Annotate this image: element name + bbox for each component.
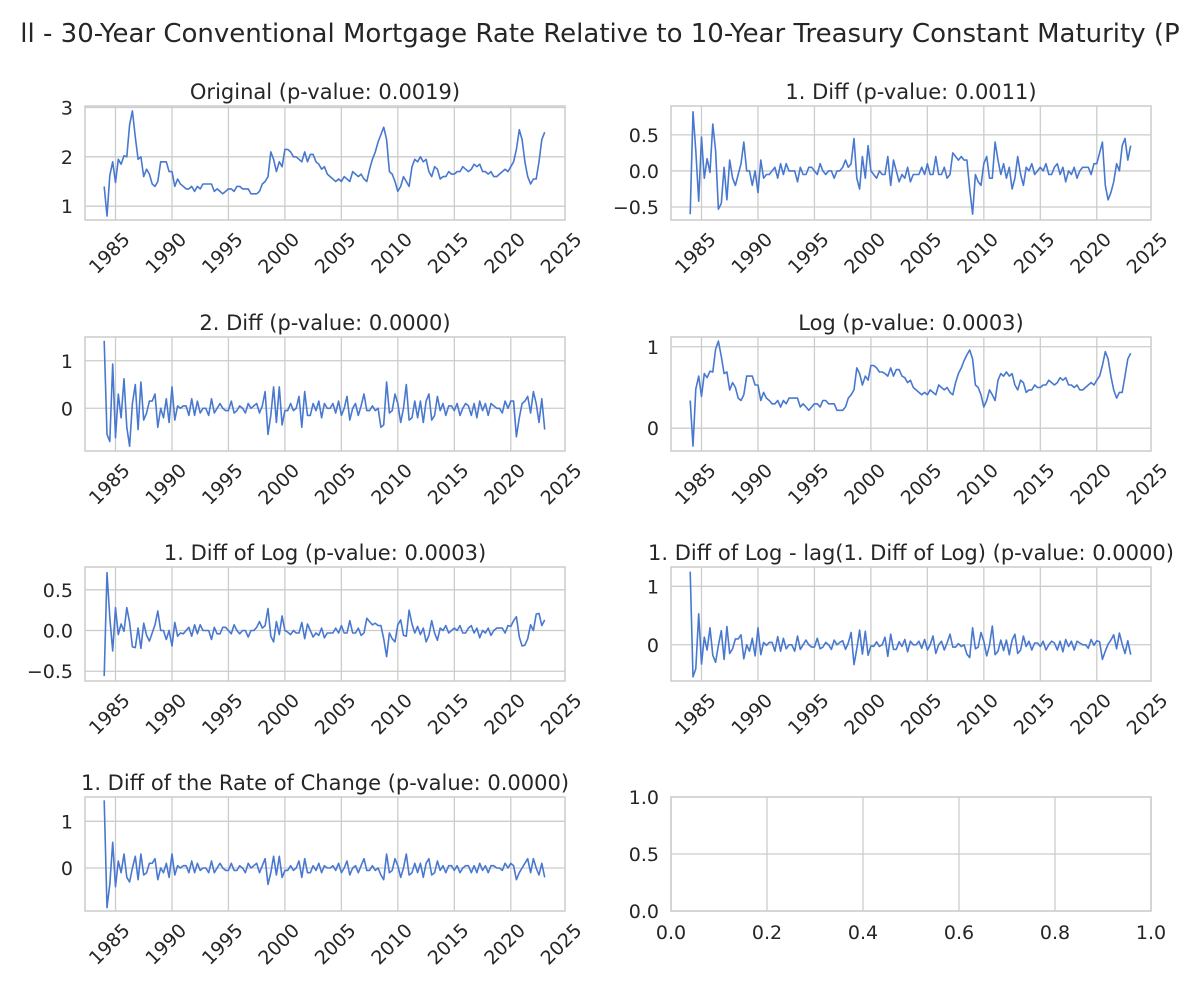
figure-suptitle: ll - 30-Year Conventional Mortgage Rate … bbox=[20, 19, 1179, 49]
y-tick-label: 1 bbox=[647, 337, 659, 359]
subplot-title: 1. Diff of Log - lag(1. Diff of Log) (p-… bbox=[648, 541, 1174, 565]
subplot-title: Log (p-value: 0.0003) bbox=[798, 311, 1024, 335]
axes-frame bbox=[670, 796, 1152, 912]
x-tick-label: 0.8 bbox=[1040, 922, 1070, 944]
series-line bbox=[103, 340, 546, 448]
axes-frame bbox=[84, 566, 566, 682]
subplot-title: 2. Diff (p-value: 0.0000) bbox=[199, 311, 450, 335]
x-tick-label: 0.0 bbox=[656, 922, 686, 944]
x-tick-label: 1.0 bbox=[1136, 922, 1166, 944]
axes-frame bbox=[84, 336, 566, 452]
subplot-title: 1. Diff (p-value: 0.0011) bbox=[785, 80, 1036, 104]
series-line bbox=[103, 110, 546, 217]
x-tick-label: 0.2 bbox=[752, 922, 782, 944]
y-tick-label: 0.0 bbox=[629, 161, 659, 183]
y-tick-label: 1.0 bbox=[629, 787, 659, 809]
y-tick-label: −0.5 bbox=[27, 661, 73, 683]
y-tick-label: 0 bbox=[647, 418, 659, 440]
y-tick-label: 0 bbox=[61, 858, 73, 880]
y-tick-label: 3 bbox=[61, 97, 73, 119]
y-tick-label: 1 bbox=[61, 811, 73, 833]
y-tick-label: 0.5 bbox=[629, 125, 659, 147]
subplot-empty: 0.0 0.5 1.0 0.0 0.2 0.4 0.6 0.8 1.0 bbox=[629, 787, 1166, 944]
y-tick-label: −0.5 bbox=[613, 197, 659, 219]
subplot-title: Original (p-value: 0.0019) bbox=[190, 80, 460, 104]
x-tick-label: 0.6 bbox=[944, 922, 974, 944]
y-tick-label: 0.5 bbox=[43, 580, 73, 602]
y-tick-label: 0 bbox=[647, 635, 659, 657]
y-tick-label: 1 bbox=[61, 196, 73, 218]
y-tick-label: 1 bbox=[647, 576, 659, 598]
y-tick-label: 0.5 bbox=[629, 844, 659, 866]
series-line bbox=[689, 571, 1132, 678]
y-tick-label: 1 bbox=[61, 351, 73, 373]
series-line bbox=[103, 571, 546, 677]
y-tick-label: 2 bbox=[61, 147, 73, 169]
y-tick-label: 0.0 bbox=[43, 621, 73, 643]
series-line bbox=[689, 111, 1132, 215]
axes-frame bbox=[670, 566, 1152, 682]
y-tick-label: 0.0 bbox=[629, 901, 659, 923]
series-line bbox=[689, 340, 1132, 447]
series-line bbox=[103, 800, 546, 909]
axes-frame bbox=[84, 105, 566, 221]
axes-frame bbox=[670, 336, 1152, 452]
axes-frame bbox=[84, 796, 566, 912]
subplot-title: 1. Diff of the Rate of Change (p-value: … bbox=[81, 771, 569, 795]
axes-frame bbox=[670, 105, 1152, 221]
y-tick-label: 0 bbox=[61, 398, 73, 420]
subplot-title: 1. Diff of Log (p-value: 0.0003) bbox=[164, 541, 486, 565]
x-tick-label: 0.4 bbox=[848, 922, 878, 944]
